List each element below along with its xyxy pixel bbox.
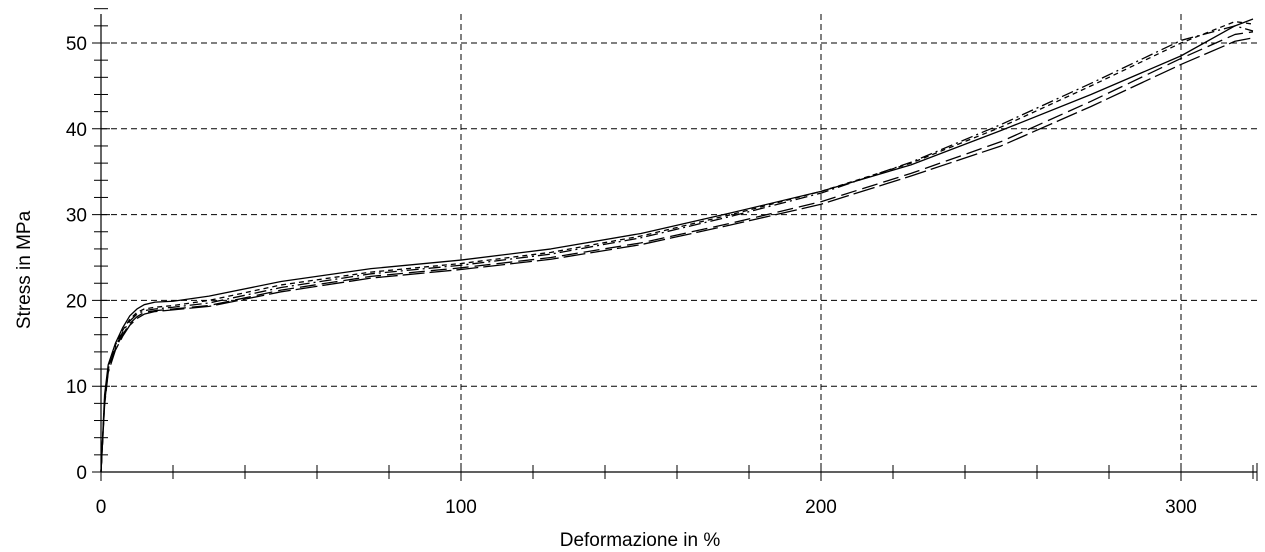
- series-line-4: [101, 32, 1253, 472]
- series-line-1: [101, 19, 1253, 472]
- y-tick-label: 40: [66, 120, 87, 141]
- minor-ticks: [92, 9, 1257, 481]
- y-tick-label: 30: [66, 206, 87, 227]
- tick-labels: 0 10 20 30 40 50 0 100 200 300: [66, 34, 1197, 518]
- series-lines: [101, 19, 1253, 472]
- x-axis-label: Deformazione in %: [560, 530, 721, 551]
- x-tick-label: 100: [445, 497, 477, 518]
- grid-lines: [101, 14, 1257, 472]
- series-line-3: [101, 26, 1253, 472]
- y-axis-label: Stress in MPa: [14, 210, 35, 329]
- y-tick-label: 10: [66, 377, 87, 398]
- y-tick-label: 20: [66, 291, 87, 312]
- y-tick-label: 50: [66, 34, 87, 55]
- x-tick-label: 300: [1165, 497, 1197, 518]
- series-line-2: [101, 22, 1253, 472]
- series-line-5: [101, 38, 1253, 472]
- y-tick-label: 0: [76, 463, 87, 484]
- axes: [101, 14, 1257, 472]
- x-tick-label: 200: [805, 497, 837, 518]
- x-tick-label: 0: [96, 497, 107, 518]
